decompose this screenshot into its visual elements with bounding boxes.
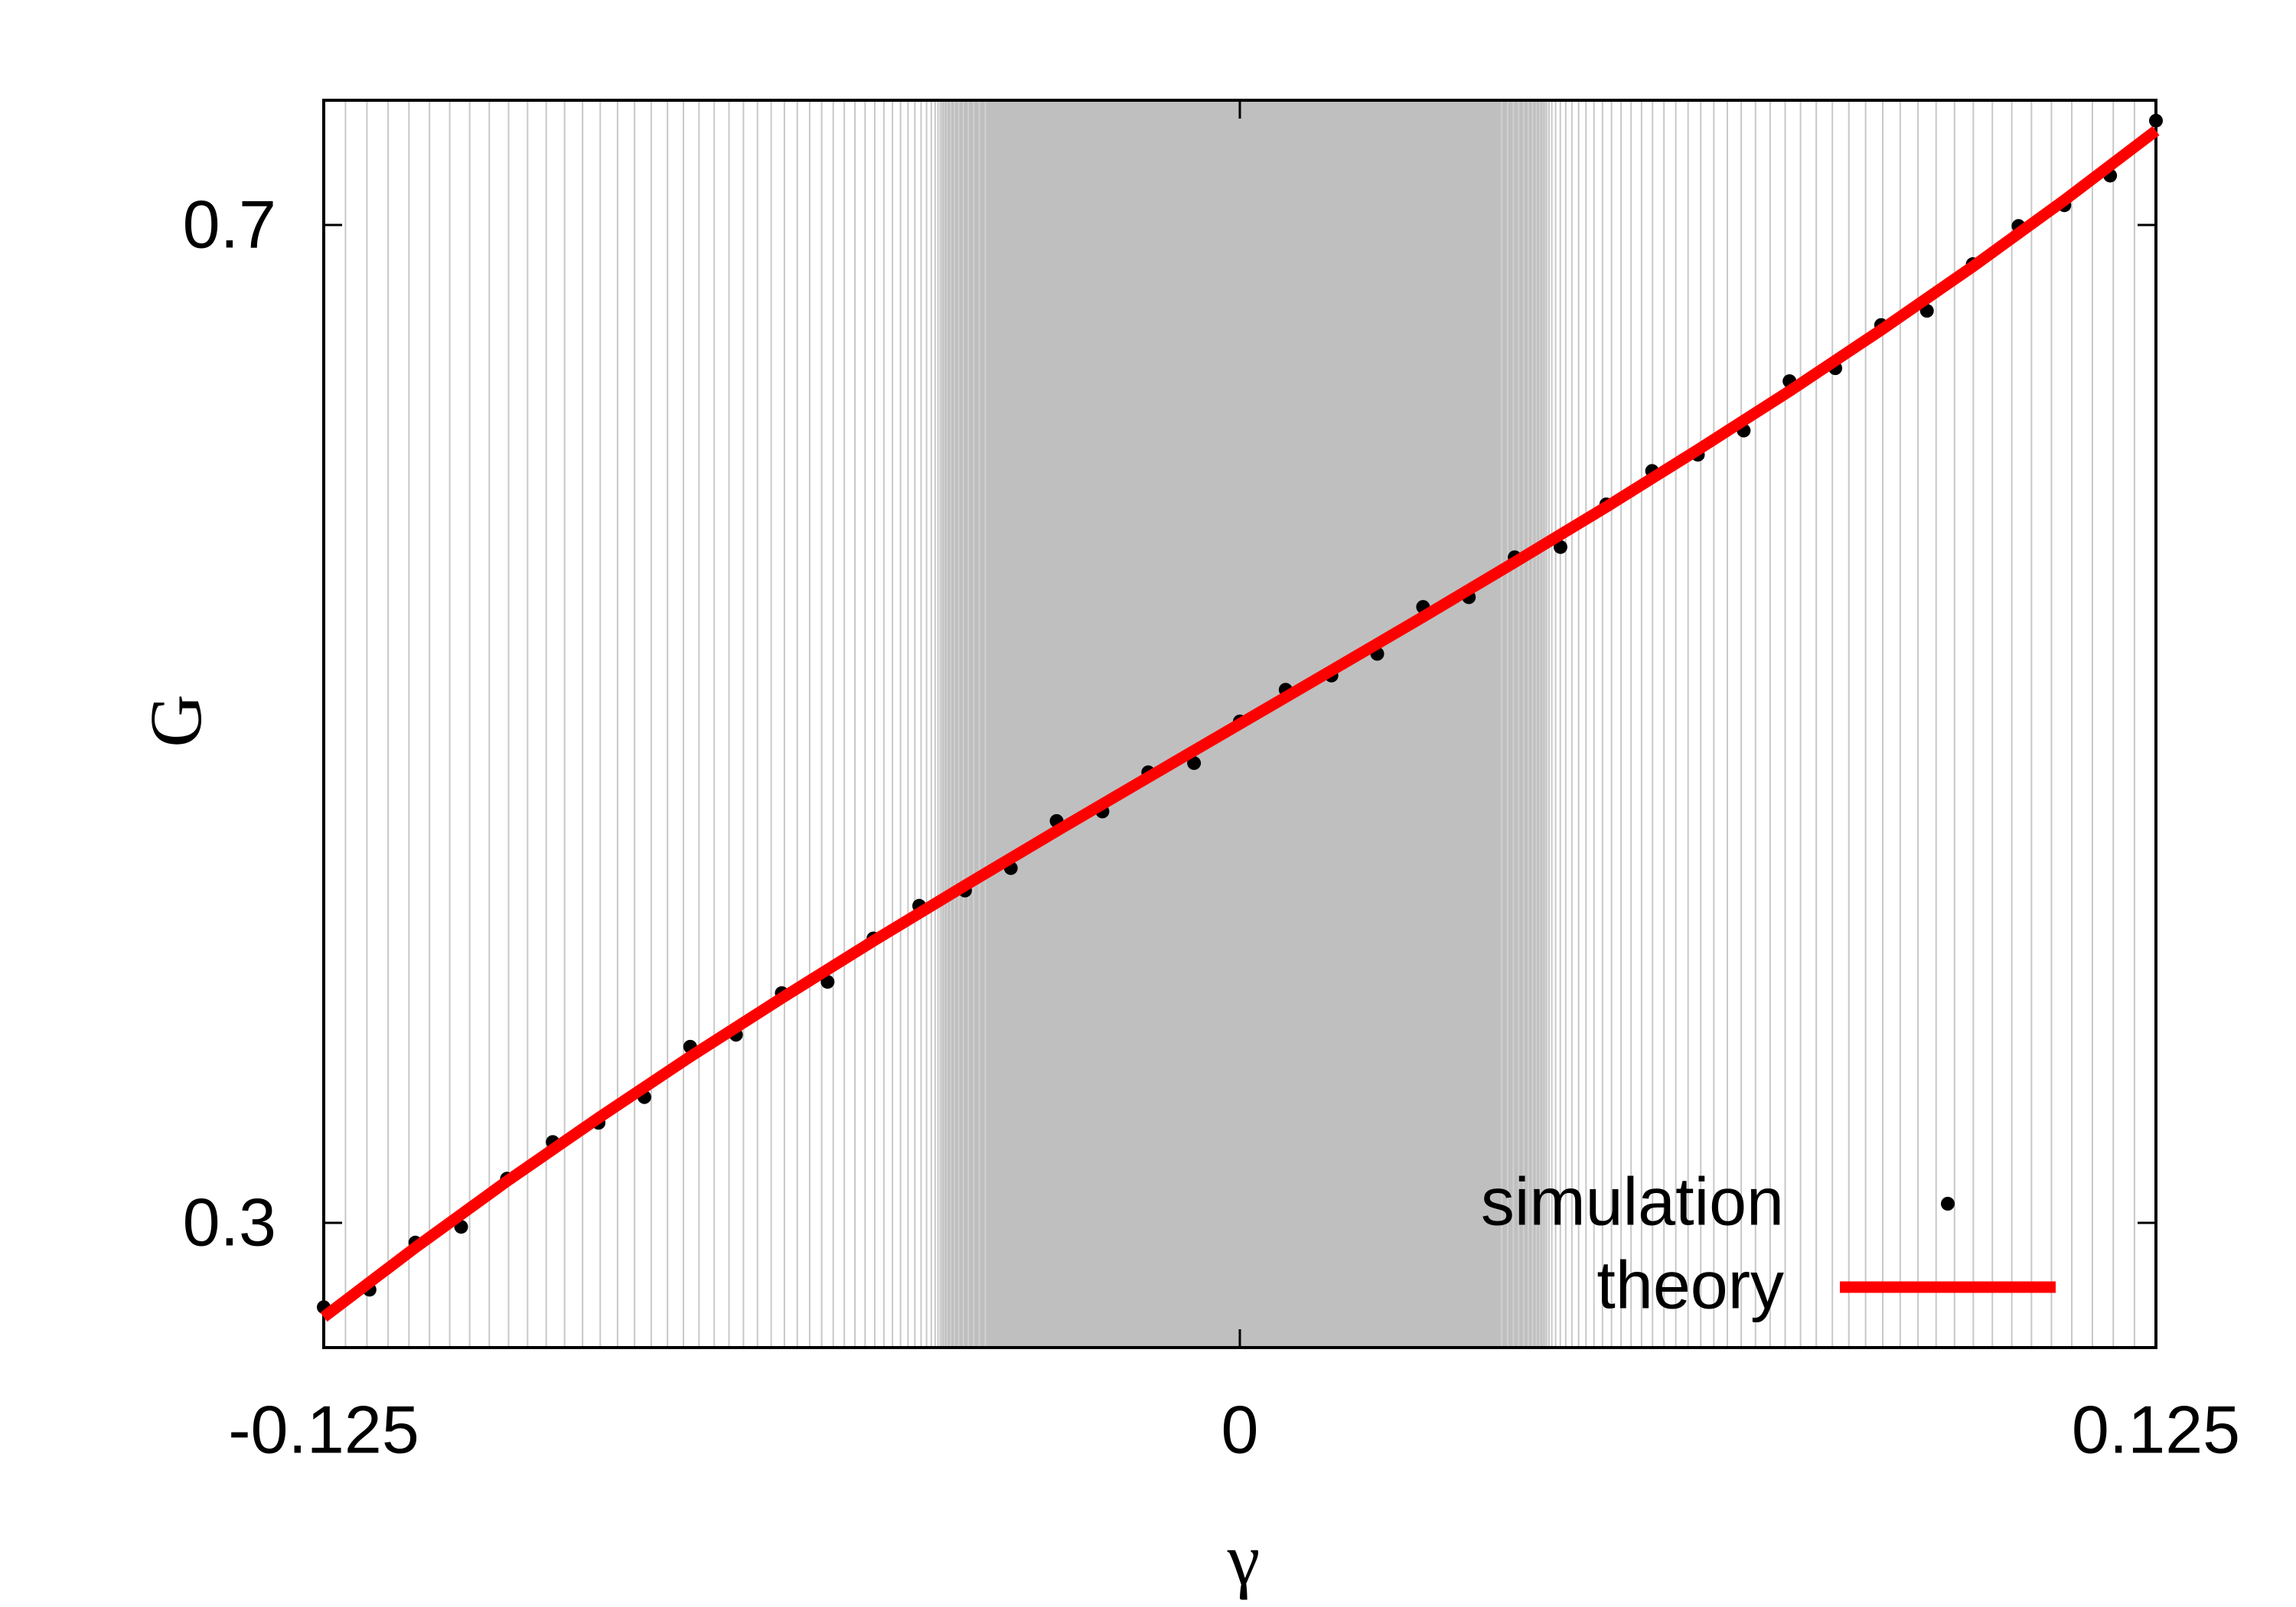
legend-label: simulation [1481, 1163, 1784, 1239]
theory-line [320, 125, 2160, 1322]
density-lines [344, 100, 2135, 1348]
data-point [2149, 113, 2163, 128]
legend-marker [1941, 1197, 1955, 1211]
x-axis-label: γ [1227, 1518, 1260, 1600]
legend-label: theory [1596, 1247, 1784, 1322]
x-tick-label: 0 [1221, 1391, 1259, 1467]
y-tick-label: 0.7 [183, 186, 276, 262]
data-point [1187, 756, 1202, 771]
y-axis-label: G [135, 694, 217, 747]
x-tick-label: -0.125 [228, 1391, 419, 1467]
x-tick-label: 0.125 [2072, 1391, 2240, 1467]
data-point [1553, 539, 1567, 554]
y-tick-label: 0.3 [183, 1184, 276, 1260]
